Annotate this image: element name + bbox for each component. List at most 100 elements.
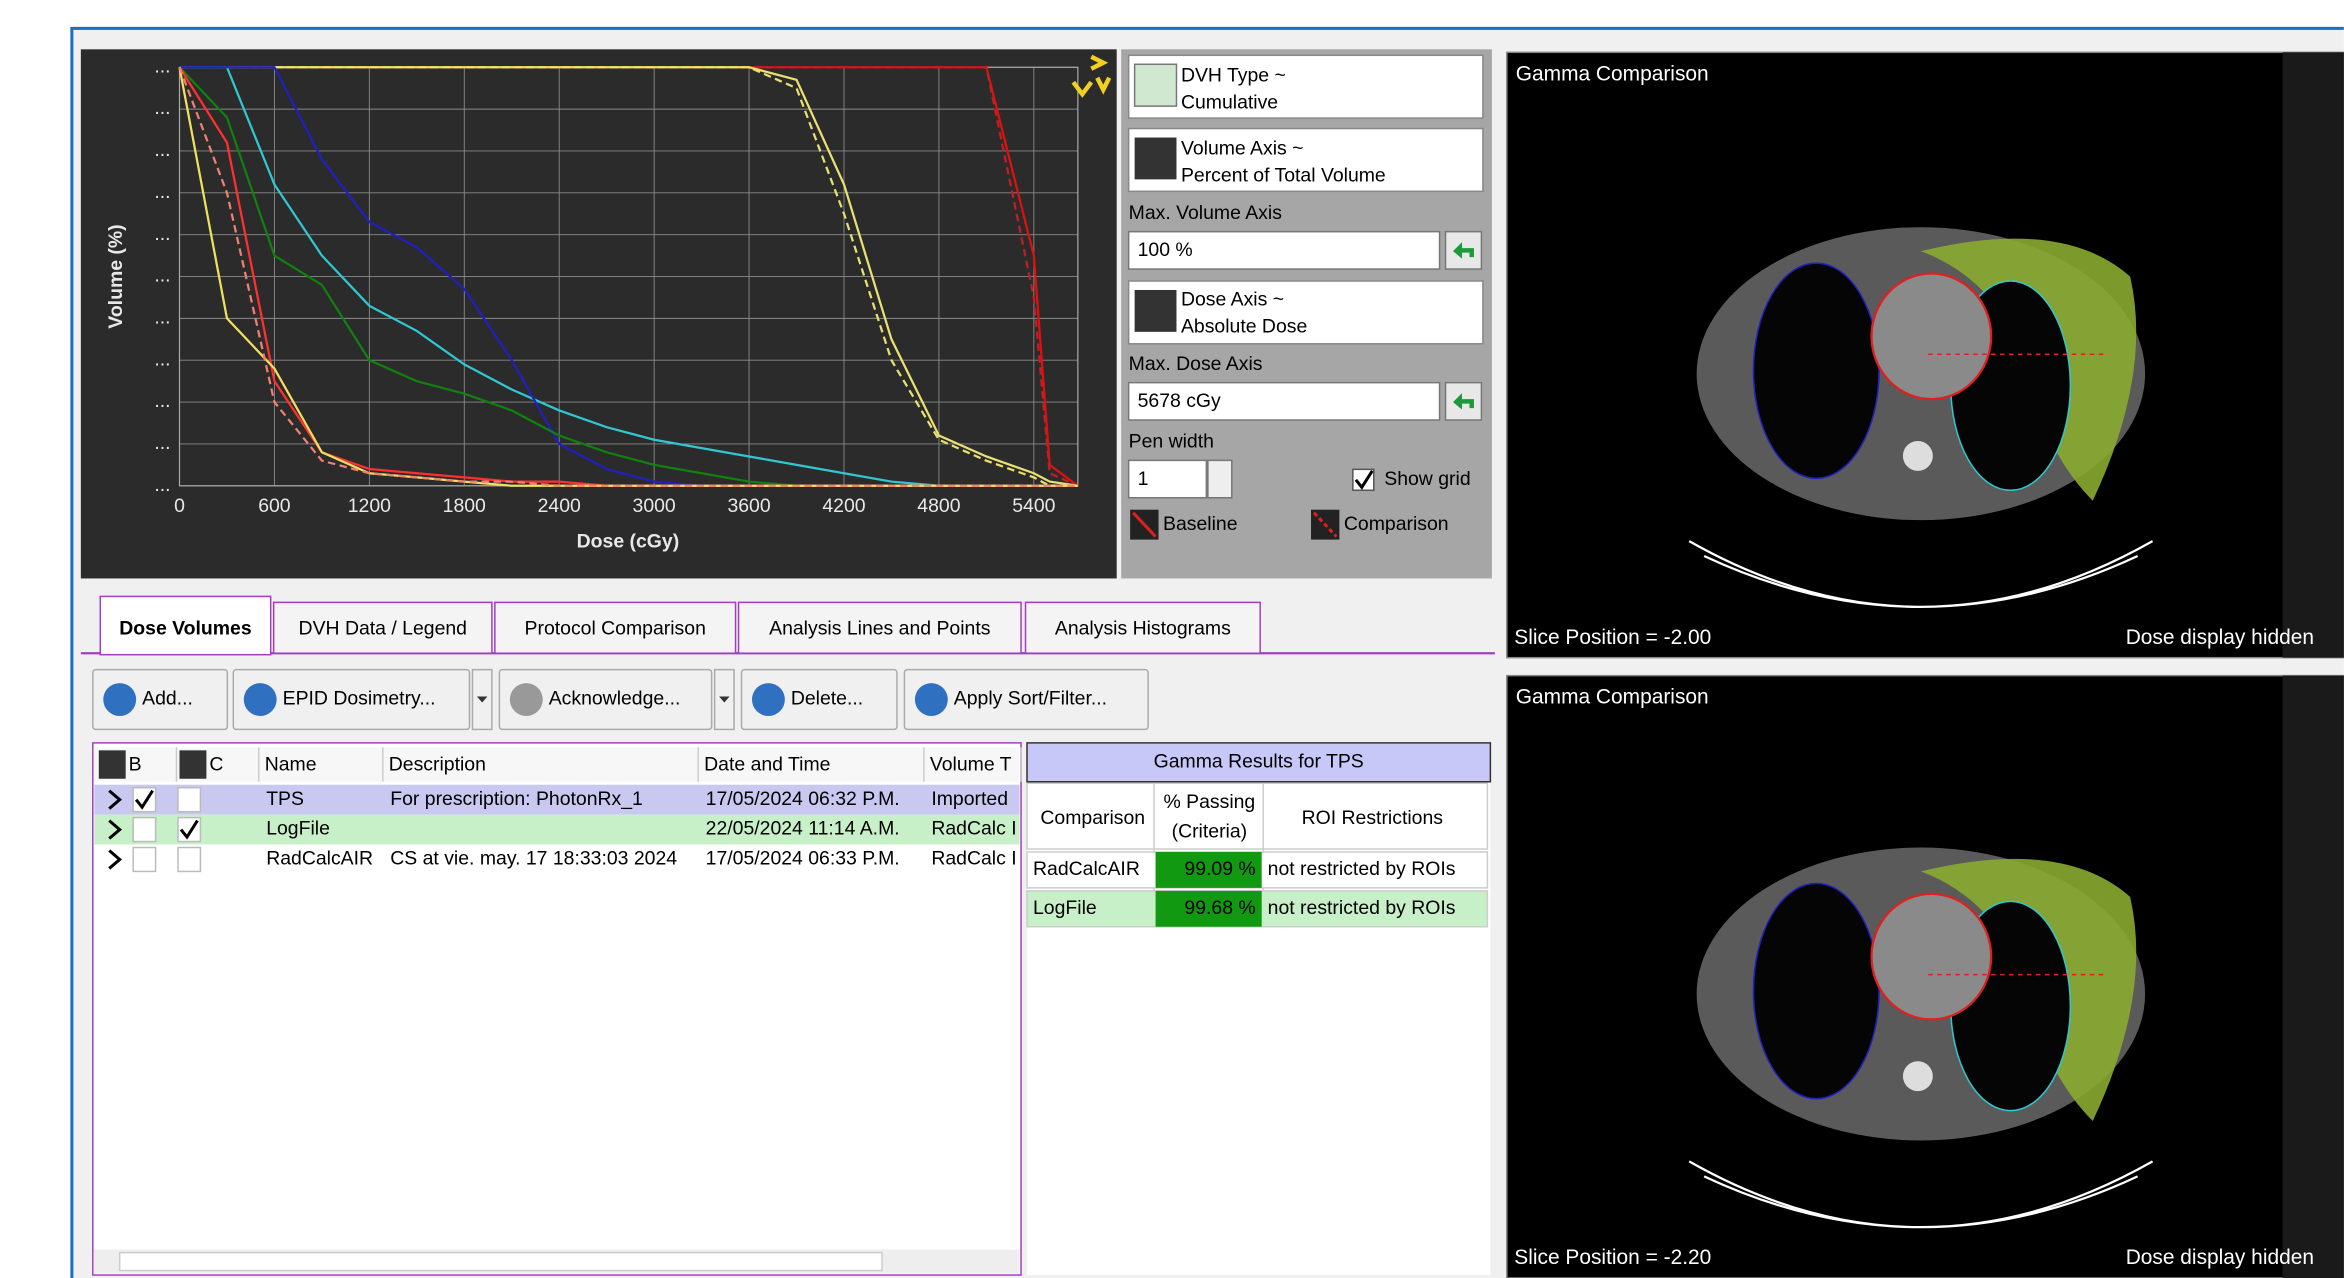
x-axis-label: Dose (cGy)	[577, 531, 680, 553]
x-tick-label: 600	[258, 495, 291, 517]
ct-spine	[1903, 441, 1933, 471]
table-header	[94, 747, 1019, 781]
y-tick-label: ...	[154, 307, 170, 329]
scrollbar-thumb[interactable]	[120, 1253, 882, 1271]
x-tick-label: 0	[174, 495, 185, 517]
x-tick-label: 1200	[348, 495, 391, 517]
field-label: Pen width	[1129, 431, 1214, 453]
y-tick-label: ...	[154, 223, 170, 245]
y-tick-label: ...	[154, 139, 170, 161]
cell-date: 17/05/2024 06:32 P.M.	[706, 788, 900, 810]
button-label: Acknowledge...	[549, 688, 681, 710]
pen-label: Baseline	[1163, 513, 1238, 535]
x-tick-label: 4800	[917, 495, 960, 517]
tab-label: Dose Volumes	[119, 617, 251, 639]
cell-volume-type: Imported	[931, 788, 1008, 810]
row-checkbox[interactable]	[133, 818, 155, 842]
viewer-side-strip	[2283, 52, 2344, 657]
button-label: EPID Dosimetry...	[283, 688, 436, 710]
button-icon	[752, 683, 785, 716]
cell-name: TPS	[266, 788, 304, 810]
slice-position: Slice Position = -2.00	[1514, 626, 1711, 649]
button-icon	[1135, 138, 1177, 180]
ct-heart	[1872, 894, 1992, 1020]
cell-date: 17/05/2024 06:33 P.M.	[706, 848, 900, 870]
button-label: Delete...	[791, 688, 863, 710]
field-label: Max. Dose Axis	[1129, 353, 1263, 375]
y-tick-label: ...	[154, 432, 170, 454]
slice-position: Slice Position = -2.20	[1514, 1246, 1711, 1269]
button-value: Cumulative	[1181, 91, 1278, 113]
field-label: Max. Volume Axis	[1129, 202, 1283, 224]
tab-label: Analysis Lines and Points	[769, 617, 991, 639]
gamma-title: Gamma Results for TPS	[1154, 750, 1364, 772]
x-tick-label: 1800	[443, 495, 486, 517]
column-icon	[99, 750, 126, 778]
button-label: Dose Axis ~	[1181, 289, 1284, 311]
volume-table-content: BCNameDescriptionDate and TimeVolume TTP…	[94, 747, 1021, 874]
ct-heart	[1872, 274, 1992, 400]
ct-lung	[1753, 883, 1879, 1098]
image-viewer[interactable]: Gamma Comparison Slice Position = -2.20 Do…	[1507, 676, 2344, 1278]
cell-name: LogFile	[266, 818, 330, 840]
column-icon	[179, 750, 206, 778]
button-icon	[1135, 64, 1177, 106]
cell-volume-type: RadCalc I	[931, 818, 1016, 840]
image-viewer[interactable]: Gamma Comparison Slice Position = -2.00 Do…	[1507, 52, 2344, 657]
button-icon	[915, 683, 948, 716]
page: .................................0600120…	[0, 0, 2344, 1278]
dvh-chart-bg	[81, 49, 1117, 578]
cell-volume-type: RadCalc I	[931, 848, 1016, 870]
x-tick-label: 4200	[822, 495, 865, 517]
y-tick-label: ...	[154, 390, 170, 412]
column-header: % Passing	[1163, 791, 1255, 813]
button-value: Absolute Dose	[1181, 315, 1307, 337]
dose-status: Dose display hidden	[2126, 1246, 2314, 1269]
button-value: Percent of Total Volume	[1181, 165, 1386, 187]
row-checkbox[interactable]	[133, 848, 155, 872]
cell-passing: 99.09 %	[1184, 858, 1255, 880]
y-tick-label: ...	[154, 55, 170, 77]
cell-roi: not restricted by ROIs	[1268, 897, 1456, 919]
volume-axis-button[interactable]: Volume Axis ~ Percent of Total Volume	[1129, 129, 1483, 192]
dose-axis-button[interactable]: Dose Axis ~ Absolute Dose	[1129, 281, 1483, 344]
input-value: 5678 cGy	[1138, 390, 1221, 412]
x-tick-label: 3600	[727, 495, 770, 517]
column-header: C	[209, 753, 223, 775]
button-label: Apply Sort/Filter...	[954, 688, 1107, 710]
cell-comparison: RadCalcAIR	[1033, 858, 1140, 880]
row-checkbox[interactable]	[178, 848, 200, 872]
input-value: 100 %	[1138, 239, 1193, 261]
column-header: Name	[265, 753, 317, 775]
tab-label: Protocol Comparison	[525, 617, 706, 639]
ct-spine	[1903, 1061, 1933, 1091]
dose-status: Dose display hidden	[2126, 626, 2314, 649]
spin-buttons[interactable]	[1208, 460, 1232, 497]
y-tick-label: ...	[154, 97, 170, 119]
tab-label: DVH Data / Legend	[299, 617, 467, 639]
cell-comparison: LogFile	[1033, 897, 1097, 919]
row-checkbox[interactable]	[178, 788, 200, 812]
gamma-table: Gamma Results for TPS Comparison % Passing…	[1027, 743, 1490, 927]
y-tick-label: ...	[154, 181, 170, 203]
pen-label: Comparison	[1344, 513, 1449, 535]
y-axis-label: Volume (%)	[105, 224, 127, 328]
dvh-type-button[interactable]: DVH Type ~ Cumulative	[1129, 55, 1483, 118]
viewer-title: Gamma Comparison	[1516, 62, 1709, 85]
button-icon	[510, 683, 543, 716]
viewer-title: Gamma Comparison	[1516, 686, 1709, 709]
button-label: Volume Axis ~	[1181, 138, 1304, 160]
checkbox-label: Show grid	[1384, 468, 1470, 490]
column-header: ROI Restrictions	[1302, 807, 1444, 829]
column-header: Comparison	[1040, 807, 1145, 829]
tab-label: Analysis Histograms	[1055, 617, 1231, 639]
column-header: (Criteria)	[1172, 821, 1248, 843]
cell-date: 22/05/2024 11:14 A.M.	[706, 818, 900, 840]
cell-description: For prescription: PhotonRx_1	[390, 788, 643, 810]
app-window: .................................0600120…	[0, 0, 2344, 1278]
button-icon	[1135, 290, 1177, 332]
y-tick-label: ...	[154, 348, 170, 370]
x-tick-label: 3000	[633, 495, 676, 517]
button-icon	[103, 683, 136, 716]
button-label: DVH Type ~	[1181, 64, 1286, 86]
